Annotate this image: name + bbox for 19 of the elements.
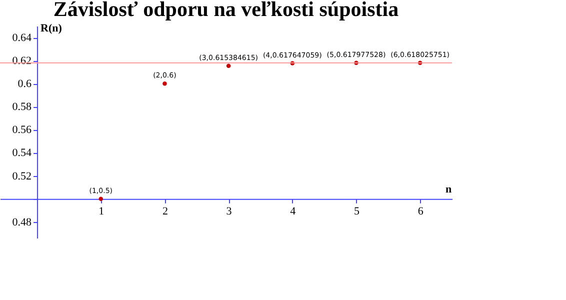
- y-tick-label: 0.56: [12, 124, 32, 136]
- point: [162, 81, 167, 86]
- y-tick-label: 0.6: [18, 78, 32, 90]
- x-tick-label: 6: [418, 205, 424, 218]
- point: [226, 64, 231, 68]
- y-tick-label: 0.58: [12, 101, 32, 114]
- x-tick-label: 4: [290, 205, 296, 218]
- y-tick-label: 0.52: [12, 170, 32, 182]
- x-tick-label: 5: [354, 205, 360, 218]
- y-tick-label: 0.64: [12, 32, 32, 44]
- point: [98, 196, 103, 201]
- x-axis-title: n: [445, 183, 452, 196]
- y-axis-title: R(n): [40, 22, 62, 34]
- x-tick-label: 2: [162, 205, 168, 218]
- chart-title: Závislosť odporu na veľkosti súpoistia: [53, 0, 400, 21]
- y-tick-label: 0.48: [12, 216, 32, 228]
- x-tick-label: 3: [226, 205, 232, 218]
- y-tick-label: 0.54: [12, 147, 32, 160]
- x-tick-label: 1: [98, 205, 104, 218]
